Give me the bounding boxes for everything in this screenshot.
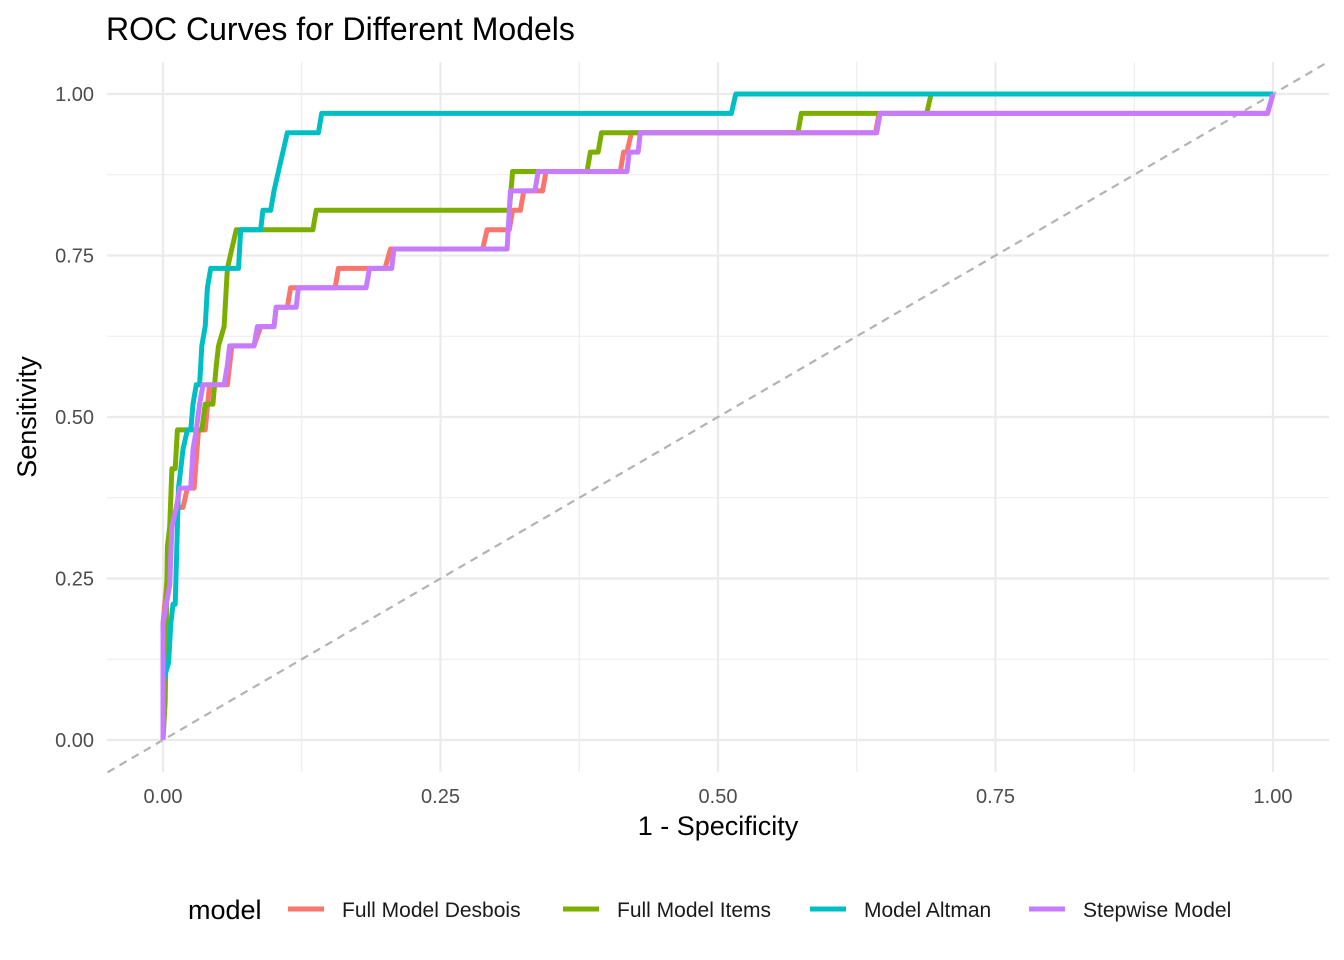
y-tick-label: 0.50: [55, 407, 94, 429]
legend: model Full Model Desbois Full Model Items…: [188, 895, 1231, 925]
x-tick-label: 0.50: [699, 786, 738, 808]
x-tick-label: 1.00: [1254, 786, 1293, 808]
grid: [107, 62, 1329, 772]
y-tick-label: 0.25: [55, 569, 94, 591]
roc-line-series-2: [160, 91, 1273, 740]
roc-line-series-3: [160, 93, 1276, 740]
y-axis-title: Sensitivity: [12, 356, 42, 478]
x-tick-label: 0.25: [421, 786, 460, 808]
legend-label: Model Altman: [864, 899, 991, 922]
series-group: [160, 91, 1276, 741]
reference-line-group: [106, 60, 1330, 774]
legend-label: Stepwise Model: [1083, 899, 1231, 922]
y-tick-label: 0.00: [55, 730, 94, 752]
legend-title: model: [188, 895, 262, 925]
chart-title: ROC Curves for Different Models: [106, 11, 575, 47]
legend-label: Full Model Items: [617, 899, 771, 922]
y-axis-ticks: 0.00 0.25 0.50 0.75 1.00: [55, 84, 94, 752]
x-axis-ticks: 0.00 0.25 0.50 0.75 1.00: [144, 786, 1293, 808]
x-axis-title: 1 - Specificity: [638, 811, 799, 841]
reference-diagonal-line: [106, 60, 1330, 774]
y-tick-label: 0.75: [55, 246, 94, 268]
x-tick-label: 0.75: [976, 786, 1015, 808]
roc-line-series-0: [160, 93, 1276, 740]
x-tick-label: 0.00: [144, 786, 183, 808]
y-tick-label: 1.00: [55, 84, 94, 106]
legend-label: Full Model Desbois: [342, 899, 521, 922]
